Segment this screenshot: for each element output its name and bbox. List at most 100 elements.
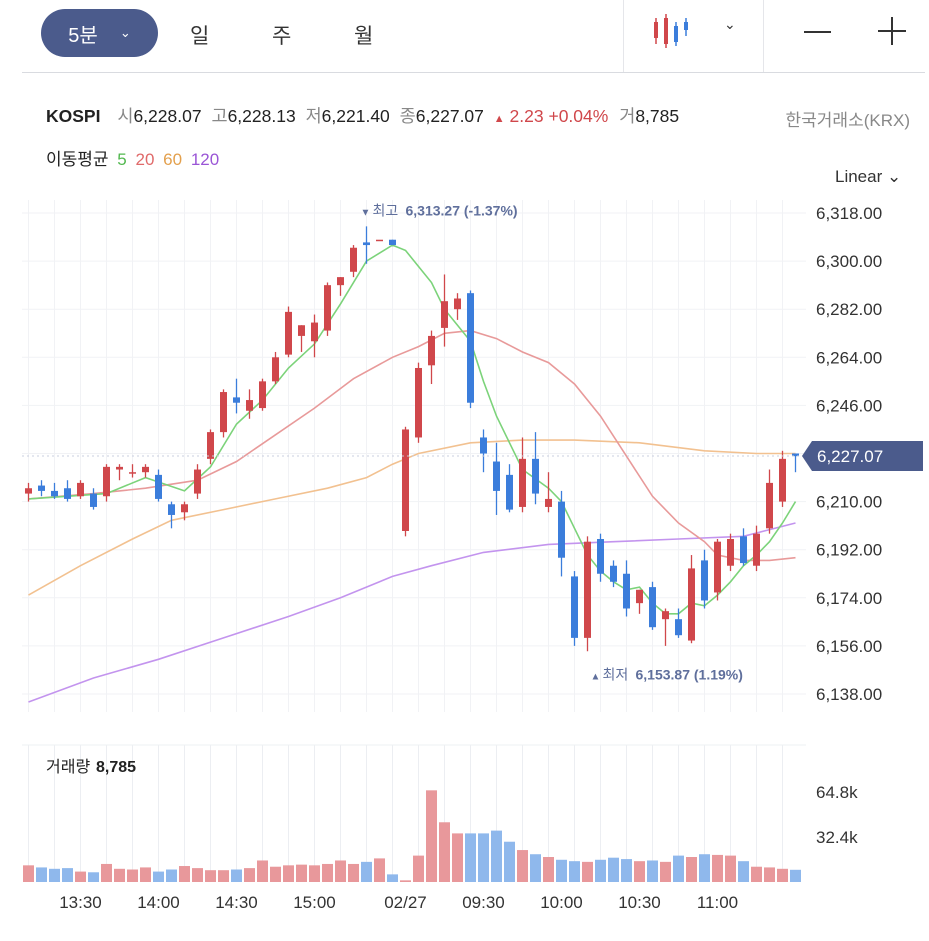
- open-label: 시: [117, 106, 134, 126]
- volume-title: 거래량: [46, 758, 90, 776]
- candle: [649, 581, 656, 630]
- ma-legend-5: 5: [117, 150, 127, 169]
- candle-body: [337, 277, 344, 286]
- close-value: 6,227.07: [415, 106, 484, 126]
- candle-body: [90, 493, 97, 507]
- candle: [337, 277, 344, 296]
- x-axis-label: 09:30: [462, 893, 505, 912]
- volume-bar: [725, 855, 736, 882]
- candle: [90, 488, 97, 510]
- candle-body: [220, 392, 227, 433]
- candle: [727, 533, 734, 572]
- volume-bar: [322, 863, 333, 882]
- chart-type-dropdown-icon[interactable]: ⌄: [724, 16, 736, 32]
- volume-axis-label: 64.8k: [816, 783, 858, 802]
- ma-legend-title: 이동평균: [46, 150, 109, 169]
- low-note-value: 6,153.87 (1.19%): [636, 667, 743, 683]
- toolbar: 5분 ⌄ 일 주 월 ⌄: [22, 0, 925, 73]
- candle: [103, 464, 110, 502]
- candle-body: [441, 301, 448, 328]
- volume-bar: [23, 865, 34, 882]
- candle-body: [233, 397, 240, 403]
- interval-day-tab[interactable]: 일: [190, 25, 210, 48]
- volume-label: 거: [619, 106, 636, 126]
- candle: [64, 480, 71, 502]
- volume-bar: [465, 833, 476, 882]
- candle: [506, 464, 513, 513]
- candle: [324, 282, 331, 336]
- candle-body: [77, 482, 84, 497]
- volume-bar: [595, 859, 606, 882]
- volume-bar: [738, 861, 749, 882]
- candle-body: [740, 536, 747, 564]
- candle-body: [792, 453, 799, 457]
- volume-bar: [153, 871, 164, 882]
- low-value: 6,221.40: [321, 106, 390, 126]
- chevron-down-icon: ⌄: [887, 167, 902, 186]
- candle-body: [571, 576, 578, 638]
- candle-body: [727, 539, 734, 566]
- volume-bar: [244, 868, 255, 882]
- change-percent: +0.04%: [548, 106, 609, 126]
- interval-week-tab[interactable]: 주: [272, 25, 292, 48]
- volume-bar: [218, 870, 229, 882]
- volume-bar: [413, 855, 424, 882]
- chevron-down-icon: ⌄: [119, 25, 131, 40]
- low-label: 저: [305, 106, 322, 126]
- candle-body: [506, 474, 513, 510]
- volume-bar: [764, 867, 775, 882]
- zoom-out-button[interactable]: [804, 31, 831, 33]
- candle-body: [428, 335, 435, 366]
- toolbar-divider: [623, 0, 624, 72]
- x-axis-label: 11:00: [697, 893, 738, 912]
- high-note-label: 최고: [373, 203, 399, 219]
- ma5-line: [28, 244, 797, 615]
- volume-bar: [439, 822, 450, 882]
- candlestick-chart-icon[interactable]: [652, 12, 692, 52]
- volume-bar: [751, 866, 762, 882]
- volume-bar: [114, 868, 125, 882]
- candle: [285, 306, 292, 358]
- candle-body: [363, 242, 370, 246]
- volume-bar: [309, 865, 320, 882]
- volume-bar: [660, 861, 671, 882]
- interval-5min-button[interactable]: 5분 ⌄: [41, 9, 158, 57]
- volume-bar: [582, 861, 593, 882]
- volume-bar: [127, 869, 138, 882]
- candle-body: [415, 367, 422, 438]
- quote-summary: KOSPI 시6,228.07 고6,228.13 저6,221.40 종6,2…: [46, 103, 684, 128]
- candle: [311, 314, 318, 358]
- candle-body: [350, 247, 357, 272]
- candle: [480, 429, 487, 473]
- volume-bar: [673, 855, 684, 882]
- candle: [350, 245, 357, 278]
- candle-body: [311, 322, 318, 342]
- volume-bar: [257, 860, 268, 882]
- candle: [233, 378, 240, 414]
- candle-body: [597, 539, 604, 574]
- candle-body: [402, 429, 409, 531]
- candle: [584, 536, 591, 652]
- candle: [194, 464, 201, 499]
- candle-body: [779, 458, 786, 502]
- candle: [766, 469, 773, 534]
- candle: [51, 482, 58, 499]
- candle: [740, 528, 747, 566]
- candle: [675, 608, 682, 638]
- candle-body: [389, 239, 396, 246]
- interval-month-tab[interactable]: 월: [354, 25, 374, 48]
- zoom-in-button[interactable]: [878, 17, 906, 45]
- candle: [571, 571, 578, 646]
- candle: [545, 472, 552, 513]
- y-axis-label: 6,210.00: [816, 493, 882, 512]
- high-marker-icon: ▼: [361, 208, 371, 219]
- scale-dropdown[interactable]: Linear ⌄: [835, 167, 901, 187]
- change-value: 2.23: [509, 106, 544, 126]
- moving-average-legend[interactable]: 이동평균 5 20 60 120: [46, 145, 223, 170]
- low-note-label: 최저: [603, 667, 629, 683]
- candle-body: [324, 285, 331, 331]
- candle: [753, 525, 760, 572]
- ma-legend-120: 120: [190, 150, 220, 169]
- exchange-name: 한국거래소(KRX): [785, 111, 910, 130]
